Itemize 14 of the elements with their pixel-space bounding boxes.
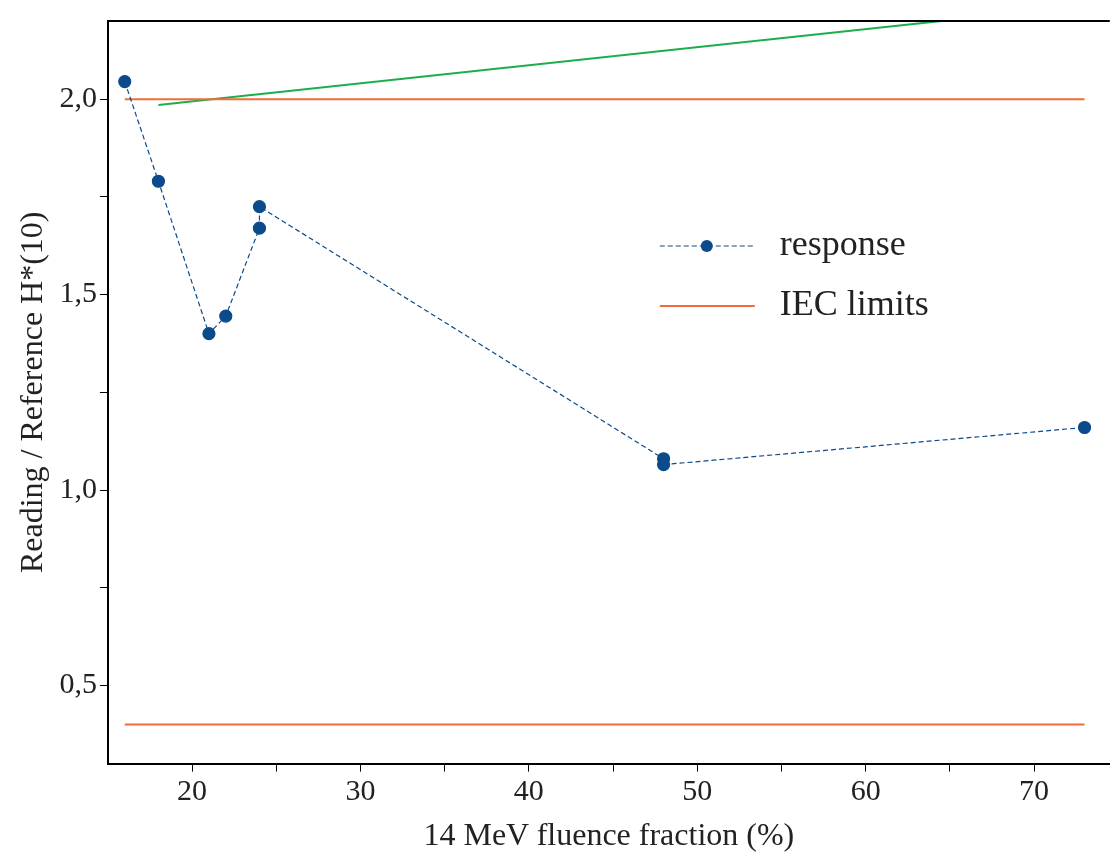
y-tick-label: 1,5	[59, 275, 97, 309]
legend-label: IEC limits	[779, 283, 929, 324]
legend-label: response	[779, 223, 906, 264]
x-tick-label: 20	[177, 773, 208, 807]
y-tick-label: 0,5	[59, 666, 97, 700]
y-axis-title: Reading / Reference H*(10)	[12, 211, 49, 574]
x-tick-label: 60	[850, 773, 881, 807]
x-tick-label: 50	[682, 773, 713, 807]
x-tick-label: 40	[513, 773, 544, 807]
x-tick-label: 30	[345, 773, 376, 807]
y-tick-label: 1,0	[59, 470, 97, 504]
x-tick-label: 70	[1019, 773, 1050, 807]
y-tick-label: 2,0	[59, 80, 97, 114]
x-axis-title: 14 MeV fluence fraction (%)	[423, 816, 795, 853]
